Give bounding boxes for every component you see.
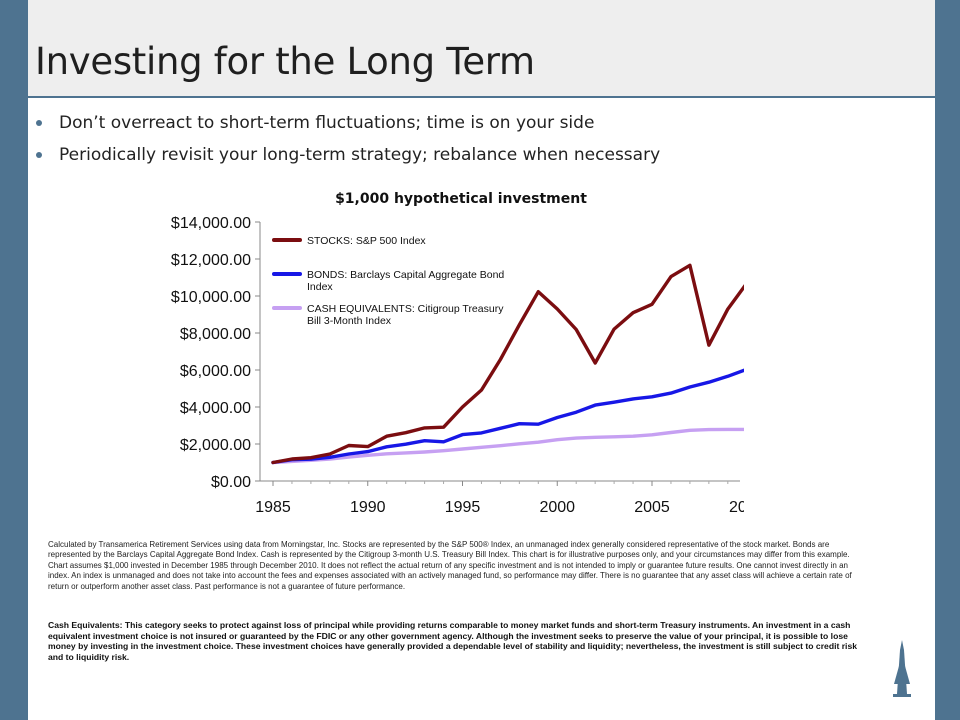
cash-equivalents-note: Cash Equivalents: This category seeks to… — [48, 620, 858, 662]
series-line — [271, 263, 744, 465]
x-tick-label: 2010 — [729, 499, 744, 516]
line-chart: $0.00 $2,000.00 $4,000.00 $6,000.00 $8,000.0… — [171, 215, 744, 516]
x-tick-label: 1995 — [445, 499, 481, 516]
chart-legend: STOCKS: S&P 500 Index BONDS: Barclays Cap… — [272, 235, 504, 327]
bullet-text: Don’t overreact to short-term fluctuatio… — [59, 113, 595, 133]
y-tick-label: $6,000.00 — [180, 363, 251, 380]
legend-label: Bill 3-Month Index — [307, 315, 392, 327]
bullet-dot-icon — [36, 120, 42, 126]
x-tick-label: 1990 — [350, 499, 386, 516]
bullet-dot-icon — [36, 152, 42, 158]
bullet-text: Periodically revisit your long-term stra… — [59, 145, 661, 165]
title-divider — [28, 96, 935, 98]
x-tick-label: 1985 — [255, 499, 291, 516]
y-tick-label: $4,000.00 — [180, 400, 251, 417]
x-tick-label: 2005 — [634, 499, 670, 516]
chart-series — [271, 263, 744, 465]
slide-title: Investing for the Long Term — [35, 40, 535, 83]
y-tick-label: $0.00 — [211, 474, 251, 491]
title-band: Investing for the Long Term — [28, 0, 935, 96]
bullet-item: Don’t overreact to short-term fluctuatio… — [36, 113, 836, 137]
y-tick-label: $2,000.00 — [180, 437, 251, 454]
series-line — [271, 368, 744, 465]
series-line — [271, 427, 744, 465]
y-tick-label: $12,000.00 — [171, 252, 251, 269]
slide: Investing for the Long Term Don’t overre… — [28, 0, 935, 720]
legend-label: CASH EQUIVALENTS: Citigroup Treasury — [307, 303, 504, 315]
bullet-item: Periodically revisit your long-term stra… — [36, 145, 836, 169]
y-tick-label: $8,000.00 — [180, 326, 251, 343]
chart-title: $1,000 hypothetical investment — [335, 191, 587, 207]
disclaimer-text: Calculated by Transamerica Retirement Se… — [48, 540, 852, 591]
y-tick-label: $14,000.00 — [171, 215, 251, 232]
pyramid-logo-icon — [893, 640, 911, 697]
x-tick-label: 2000 — [539, 499, 575, 516]
chart-axes: $0.00 $2,000.00 $4,000.00 $6,000.00 $8,000.0… — [171, 215, 744, 516]
legend-label: STOCKS: S&P 500 Index — [307, 235, 426, 247]
legend-label: Index — [307, 281, 333, 293]
y-tick-label: $10,000.00 — [171, 289, 251, 306]
legend-label: BONDS: Barclays Capital Aggregate Bond — [307, 269, 504, 281]
